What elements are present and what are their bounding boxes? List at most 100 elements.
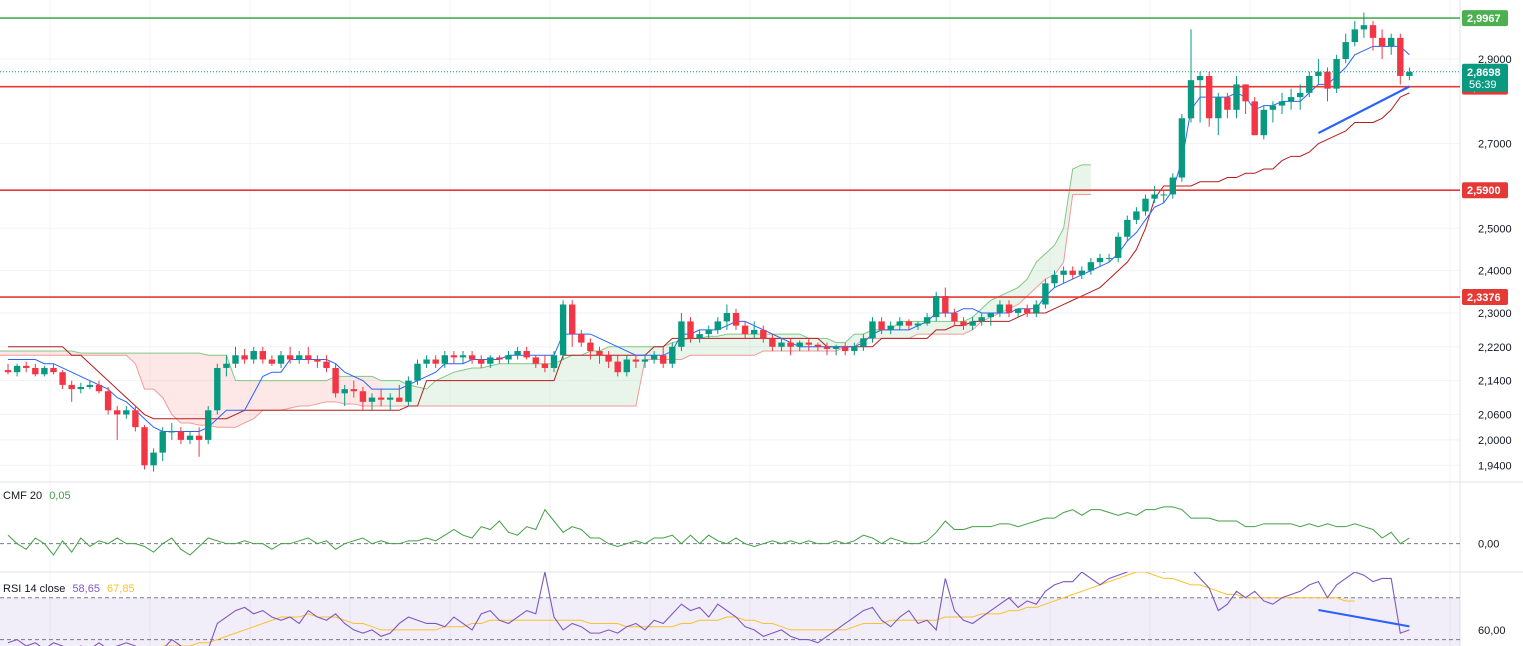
ichimoku-cloud-segment — [390, 380, 400, 407]
candle-body — [669, 346, 676, 364]
candle-body — [923, 317, 931, 324]
candle-body — [623, 359, 630, 373]
ichimoku-cloud-segment — [444, 372, 454, 407]
candle-body — [1096, 257, 1104, 263]
candle-body — [359, 391, 367, 402]
candle-body — [969, 321, 976, 326]
candle-body — [305, 355, 312, 360]
candle-body — [1333, 59, 1340, 89]
ichimoku-cloud-segment — [581, 351, 591, 407]
candle-body — [414, 363, 421, 381]
candle-body — [168, 431, 175, 433]
ichimoku-cloud-segment — [508, 363, 518, 407]
candle-body — [942, 296, 949, 313]
candle-body — [650, 355, 658, 360]
rsi-title: RSI 14 close — [3, 583, 66, 595]
candle-body — [350, 389, 357, 392]
ichimoku-cloud-segment — [708, 336, 718, 356]
rsi-divergence-line — [1318, 608, 1410, 628]
candle-body — [796, 342, 803, 347]
candle-body — [869, 321, 876, 339]
ichimoku-cloud-segment — [0, 351, 8, 356]
candle-body — [341, 389, 348, 394]
price-tick-label: 1,9400 — [1478, 460, 1512, 472]
candle-body — [541, 363, 549, 368]
rsi-ma-line — [161, 572, 1355, 646]
ichimoku-cloud-segment — [490, 363, 500, 407]
ichimoku-cloud-segment — [526, 363, 536, 407]
candle-body — [1014, 308, 1022, 313]
candle-body — [1351, 29, 1358, 43]
candle-body — [41, 367, 48, 375]
candle-body — [596, 351, 603, 356]
level-tag — [1462, 182, 1508, 199]
candle-body — [550, 355, 558, 368]
candle-body — [532, 357, 539, 364]
ichimoku-cloud-segment — [344, 376, 354, 404]
price-tick-label: 2,1400 — [1478, 376, 1512, 388]
candle-body — [268, 359, 276, 364]
candle-body — [732, 312, 740, 326]
ichimoku-cloud-segment — [135, 353, 145, 390]
candle-body — [432, 359, 439, 364]
candle-body — [1388, 37, 1395, 47]
ichimoku-cloud-segment — [171, 353, 181, 423]
candle-body — [1133, 211, 1140, 220]
ichimoku-cloud-segment — [563, 355, 573, 407]
candle-body — [186, 435, 194, 440]
candle-body — [1260, 109, 1267, 136]
candle-body — [1360, 25, 1368, 30]
ichimoku-cloud-segment — [308, 380, 318, 407]
ichimoku-cloud-segment — [144, 353, 154, 390]
candle-body — [32, 367, 39, 375]
cmf-line — [7, 506, 1410, 556]
candle-body — [523, 351, 530, 358]
trendline — [1317, 85, 1410, 135]
price-tick-label: 2,7000 — [1478, 139, 1512, 151]
candle-body — [578, 334, 585, 343]
ichimoku-cloud-segment — [845, 334, 855, 347]
rsi-tick-label: 60,00 — [1478, 625, 1506, 637]
ichimoku-cloud-segment — [271, 380, 281, 411]
candle-body — [1233, 84, 1240, 110]
candle-body — [687, 321, 694, 339]
candle-body — [978, 317, 985, 322]
candle-body — [1297, 92, 1304, 98]
ichimoku-cloud-segment — [453, 370, 463, 407]
candle-body — [86, 384, 94, 388]
candle-body — [587, 342, 594, 352]
candle-body — [1306, 75, 1313, 93]
ichimoku-cloud-segment — [1081, 164, 1091, 195]
candle-body — [714, 321, 721, 330]
candle-body — [68, 384, 75, 390]
candle-body — [987, 312, 994, 318]
candle-body — [1196, 75, 1204, 81]
ichimoku-cloud-segment — [1027, 262, 1037, 297]
candle-body — [123, 410, 130, 415]
level-tag — [1462, 289, 1508, 306]
candle-body — [933, 296, 940, 318]
candle-body — [459, 355, 467, 358]
candle-body — [896, 321, 903, 326]
candle-body — [1342, 42, 1349, 60]
price-tick-label: 2,3000 — [1478, 308, 1512, 320]
candle-body — [468, 355, 476, 360]
ichimoku-cloud-segment — [590, 351, 600, 407]
candle-body — [996, 304, 1004, 313]
candle-body — [1224, 97, 1231, 110]
ichimoku-cloud-segment — [281, 380, 291, 411]
ichimoku-cloud-segment — [299, 380, 309, 407]
candle-body — [377, 397, 385, 400]
ichimoku-cloud-segment — [881, 329, 891, 339]
ichimoku-cloud-segment — [80, 353, 90, 356]
candle-body — [632, 359, 640, 362]
ichimoku-cloud-segment — [117, 353, 127, 356]
candle-body — [323, 361, 330, 368]
candle-body — [1369, 25, 1377, 38]
ichimoku-cloud-segment — [381, 380, 391, 407]
candle-body — [660, 355, 667, 364]
ichimoku-cloud-segment — [35, 351, 45, 356]
candle-body — [778, 342, 785, 347]
candle-body — [1160, 194, 1167, 196]
